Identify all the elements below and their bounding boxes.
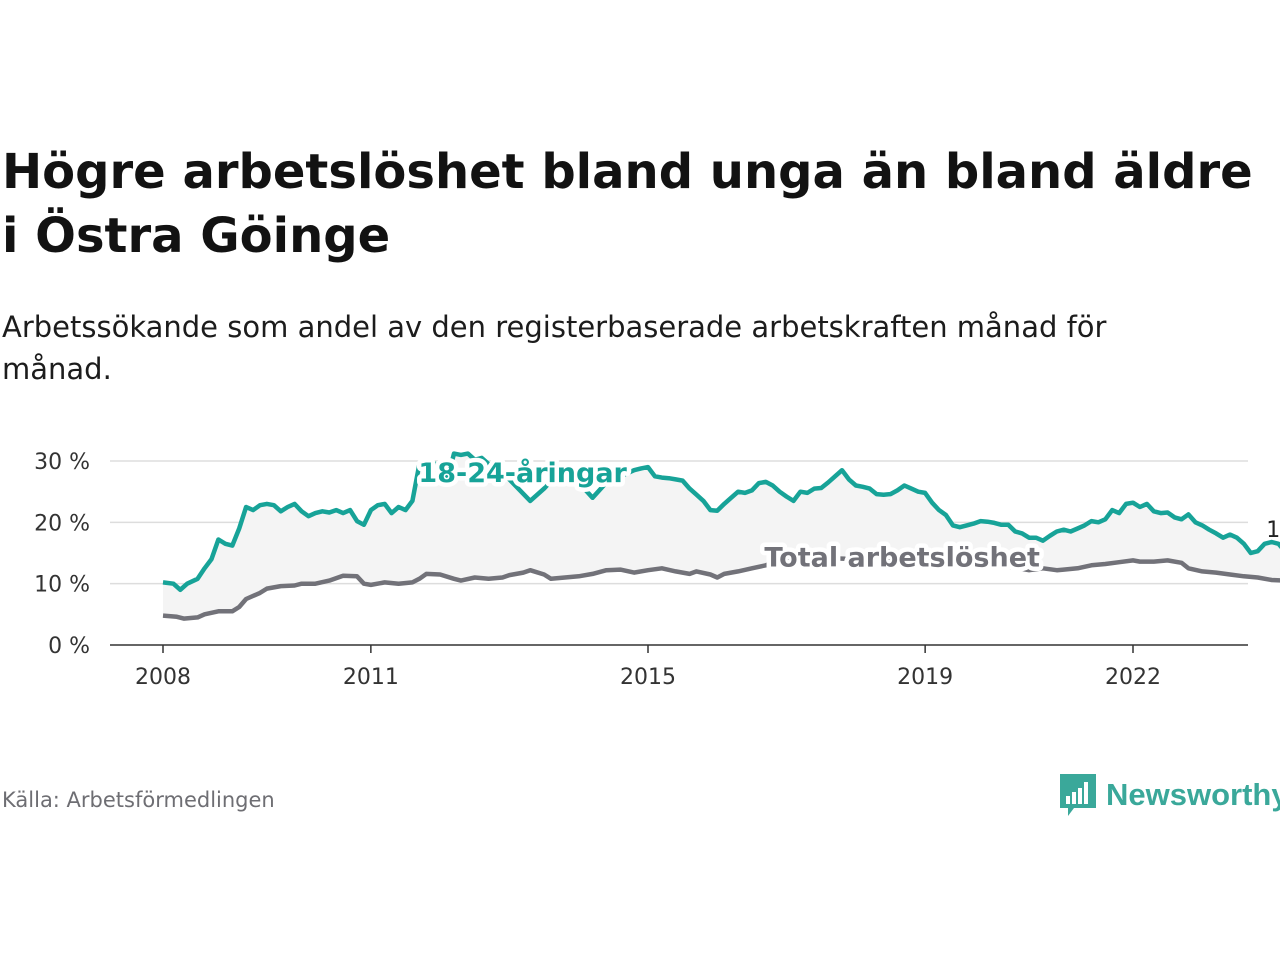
newsworthy-logo-icon: [1060, 774, 1096, 816]
end-value-label-total: 10 %: [1278, 595, 1280, 620]
chart-title: Högre arbetslöshet bland unga än bland ä…: [2, 144, 1253, 264]
x-tick-label: 2008: [135, 665, 191, 690]
series-label-youth: 18-24-åringar: [418, 457, 627, 489]
series-label-youth-halo: 18-24-åringar: [418, 457, 627, 489]
y-tick-label: 30 %: [34, 450, 90, 475]
y-tick-label: 20 %: [34, 511, 90, 536]
source-note: Källa: Arbetsförmedlingen: [2, 788, 275, 812]
series-line-youth: [162, 451, 1280, 593]
series-label-total-halo: Total arbetslöshet: [764, 543, 1040, 574]
series-label-total: Total arbetslöshet: [764, 543, 1040, 574]
x-tick-label: 2022: [1105, 665, 1161, 690]
series-labels: 15,3 %10 %18-24-åringar18-24-åringarTota…: [414, 452, 1280, 620]
x-tick-label: 2019: [897, 665, 953, 690]
x-axis: 2008 2011 2015 2019 2022: [110, 644, 1248, 690]
area-between-series: [163, 453, 1280, 619]
brand-logo: Newsworthy: [1058, 772, 1280, 818]
y-tick-label: 0 %: [48, 634, 90, 659]
y-tick-label: 10 %: [34, 573, 90, 598]
chart-subtitle: Arbetssökande som andel av den registerb…: [2, 310, 1107, 386]
brand-name: Newsworthy: [1106, 777, 1280, 812]
x-tick-label: 2015: [620, 665, 676, 690]
x-tick-label: 2011: [343, 665, 399, 690]
end-value-label-youth: 15,3 %: [1266, 518, 1280, 543]
line-chart: 0 % 10 % 20 % 30 % 2008 2011 2015 2019 2022 15,…: [34, 450, 1280, 690]
series-line-total: [162, 555, 1280, 621]
